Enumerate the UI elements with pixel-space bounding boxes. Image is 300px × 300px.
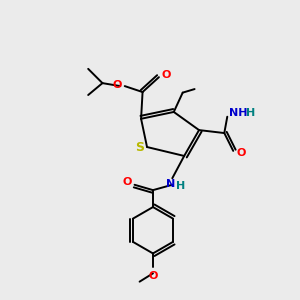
- Text: O: O: [236, 148, 246, 158]
- Text: H: H: [176, 181, 185, 191]
- Text: NH: NH: [229, 108, 247, 118]
- Text: O: O: [113, 80, 122, 90]
- Text: O: O: [161, 70, 171, 80]
- Text: O: O: [122, 177, 132, 188]
- Text: O: O: [148, 271, 158, 281]
- Text: S: S: [135, 140, 144, 154]
- Text: H: H: [246, 108, 255, 118]
- Text: N: N: [166, 178, 176, 189]
